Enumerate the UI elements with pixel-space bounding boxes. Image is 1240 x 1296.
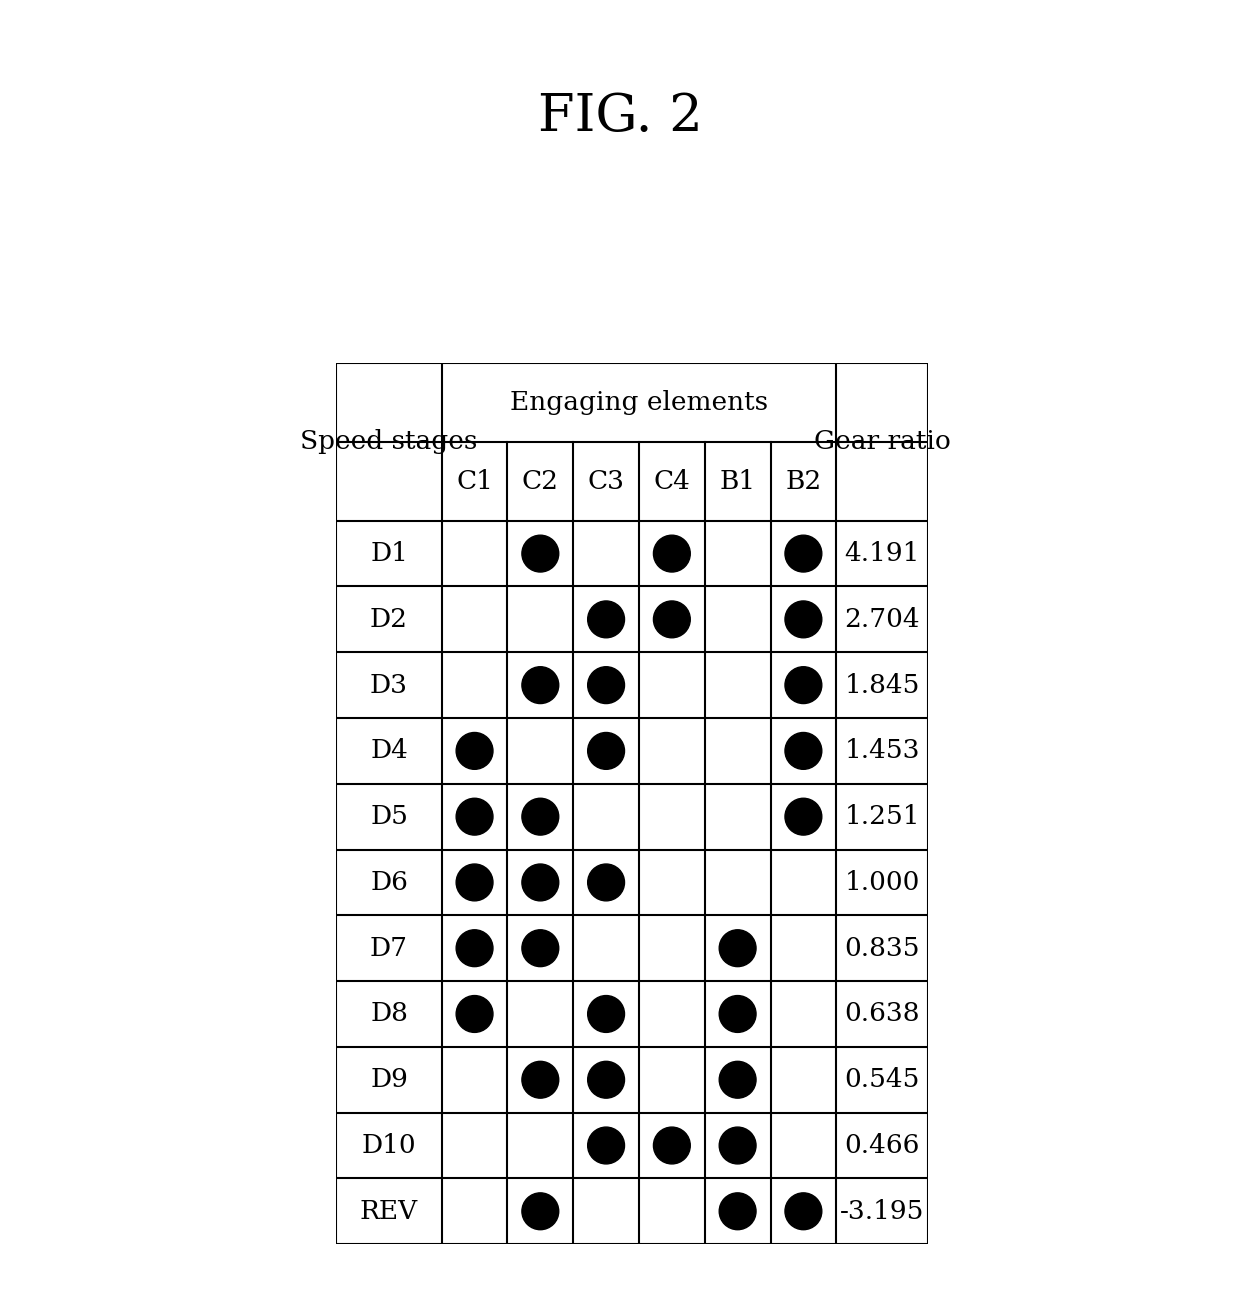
Circle shape <box>588 601 625 638</box>
Circle shape <box>785 601 822 638</box>
Circle shape <box>522 1192 559 1230</box>
Text: 4.191: 4.191 <box>844 542 920 566</box>
Circle shape <box>719 1192 756 1230</box>
Text: D3: D3 <box>370 673 408 697</box>
Circle shape <box>522 929 559 967</box>
Text: D7: D7 <box>370 936 408 960</box>
Text: C4: C4 <box>653 469 691 494</box>
Circle shape <box>522 535 559 572</box>
Text: 1.000: 1.000 <box>844 870 920 896</box>
Circle shape <box>785 666 822 704</box>
Text: 1.845: 1.845 <box>844 673 920 697</box>
Text: D10: D10 <box>362 1133 417 1159</box>
Text: C3: C3 <box>588 469 625 494</box>
Circle shape <box>456 864 494 901</box>
Circle shape <box>522 666 559 704</box>
Text: C2: C2 <box>522 469 559 494</box>
Text: D2: D2 <box>370 607 408 632</box>
Circle shape <box>522 798 559 835</box>
Circle shape <box>588 864 625 901</box>
Circle shape <box>719 1061 756 1098</box>
Circle shape <box>653 1128 691 1164</box>
Text: B1: B1 <box>719 469 755 494</box>
Text: 1.251: 1.251 <box>844 805 920 829</box>
Circle shape <box>456 732 494 770</box>
Circle shape <box>588 666 625 704</box>
Text: D6: D6 <box>370 870 408 896</box>
Text: 0.835: 0.835 <box>844 936 920 960</box>
Circle shape <box>456 995 494 1033</box>
Circle shape <box>785 1192 822 1230</box>
Circle shape <box>588 1128 625 1164</box>
Circle shape <box>719 1128 756 1164</box>
Circle shape <box>522 864 559 901</box>
Text: Engaging elements: Engaging elements <box>510 390 768 415</box>
Text: 0.466: 0.466 <box>844 1133 920 1159</box>
Text: 0.545: 0.545 <box>844 1067 920 1093</box>
Text: D8: D8 <box>370 1002 408 1026</box>
Text: D4: D4 <box>370 739 408 763</box>
Circle shape <box>785 732 822 770</box>
Circle shape <box>785 535 822 572</box>
Text: 0.638: 0.638 <box>844 1002 920 1026</box>
Circle shape <box>522 1061 559 1098</box>
Text: C1: C1 <box>456 469 494 494</box>
Circle shape <box>456 798 494 835</box>
Text: -3.195: -3.195 <box>841 1199 925 1223</box>
Circle shape <box>588 1061 625 1098</box>
Text: REV: REV <box>360 1199 418 1223</box>
Circle shape <box>785 798 822 835</box>
Circle shape <box>588 732 625 770</box>
Text: FIG. 2: FIG. 2 <box>538 91 702 141</box>
Text: D5: D5 <box>370 805 408 829</box>
Circle shape <box>456 929 494 967</box>
Circle shape <box>588 995 625 1033</box>
Text: 2.704: 2.704 <box>844 607 920 632</box>
Circle shape <box>653 535 691 572</box>
Text: Gear ratio: Gear ratio <box>813 429 951 455</box>
Circle shape <box>719 995 756 1033</box>
Text: D9: D9 <box>370 1067 408 1093</box>
Text: D1: D1 <box>370 542 408 566</box>
Text: 1.453: 1.453 <box>844 739 920 763</box>
Text: Speed stages: Speed stages <box>300 429 477 455</box>
Text: B2: B2 <box>785 469 822 494</box>
Circle shape <box>653 601 691 638</box>
Circle shape <box>719 929 756 967</box>
